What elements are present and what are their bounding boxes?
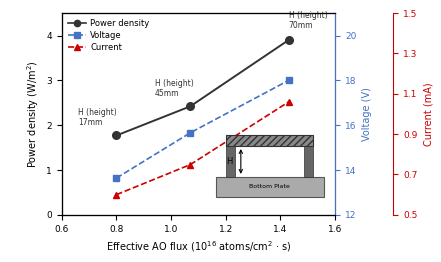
- Legend: Power density, Voltage, Current: Power density, Voltage, Current: [66, 17, 151, 53]
- Y-axis label: Power density (W/m$^2$): Power density (W/m$^2$): [25, 60, 41, 168]
- Text: H (height)
70mm: H (height) 70mm: [289, 11, 327, 30]
- X-axis label: Effective AO flux (10$^{16}$ atoms/cm$^2$ · s): Effective AO flux (10$^{16}$ atoms/cm$^2…: [106, 239, 291, 254]
- Text: H (height)
17mm: H (height) 17mm: [78, 108, 117, 127]
- Y-axis label: Voltage (V): Voltage (V): [362, 87, 372, 141]
- Y-axis label: Current (mA): Current (mA): [423, 82, 433, 146]
- Text: H (height)
45mm: H (height) 45mm: [155, 79, 194, 98]
